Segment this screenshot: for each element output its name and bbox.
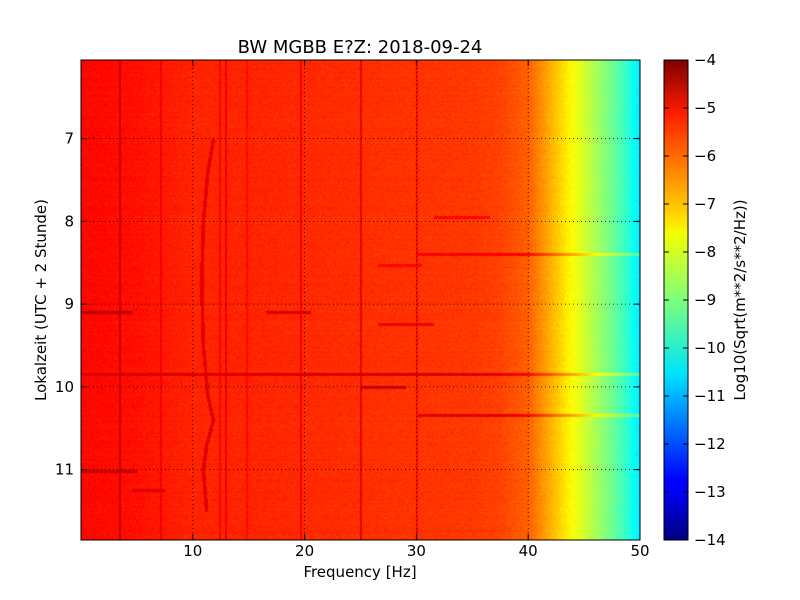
y-axis-ticks: 7 8 9 10 11 — [55, 130, 640, 479]
y-tick-label: 9 — [64, 295, 74, 313]
x-axis-label: Frequency [Hz] — [303, 563, 416, 581]
colorbar-tick-label: −5 — [694, 99, 716, 117]
x-tick-label: 50 — [630, 542, 649, 560]
spectrogram-heatmap — [81, 60, 640, 540]
colorbar-tick-label: −9 — [694, 291, 716, 309]
colorbar-tick-label: −12 — [694, 435, 726, 453]
y-tick-label: 11 — [55, 461, 74, 479]
grid-lines — [81, 60, 640, 540]
colorbar-tick-label: −4 — [694, 51, 716, 69]
plot-frame — [80, 59, 641, 541]
colorbar-tick-label: −11 — [694, 387, 726, 405]
colorbar-label: Log10(Sqrt(m**2/s**2/Hz)) — [731, 199, 749, 400]
colorbar-tick-label: −14 — [694, 531, 726, 549]
y-tick-label: 10 — [55, 378, 74, 396]
y-axis-label: Lokalzeit (UTC + 2 Stunde) — [32, 199, 50, 401]
colorbar-tick-label: −8 — [694, 243, 716, 261]
colorbar-ticks: −4 −5 −6 −7 −8 −9 −10 −11 −12 −13 −14 — [664, 51, 726, 549]
colorbar-tick-label: −10 — [694, 339, 726, 357]
x-tick-label: 20 — [295, 542, 314, 560]
colorbar-tick-label: −7 — [694, 195, 716, 213]
chart-title: BW MGBB E?Z: 2018-09-24 — [238, 37, 483, 58]
colorbar-tick-label: −6 — [694, 147, 716, 165]
colorbar: −4 −5 −6 −7 −8 −9 −10 −11 −12 −13 −14 Log10(Sqrt(m… — [663, 51, 749, 549]
spectrogram-plot-area — [81, 60, 640, 540]
x-tick-label: 40 — [519, 542, 538, 560]
colorbar-tick-label: −13 — [694, 483, 726, 501]
x-tick-label: 30 — [407, 542, 426, 560]
y-tick-label: 7 — [64, 130, 74, 148]
x-axis-ticks: 10 20 30 40 50 — [183, 60, 650, 560]
y-tick-label: 8 — [64, 212, 74, 230]
x-tick-label: 10 — [183, 542, 202, 560]
